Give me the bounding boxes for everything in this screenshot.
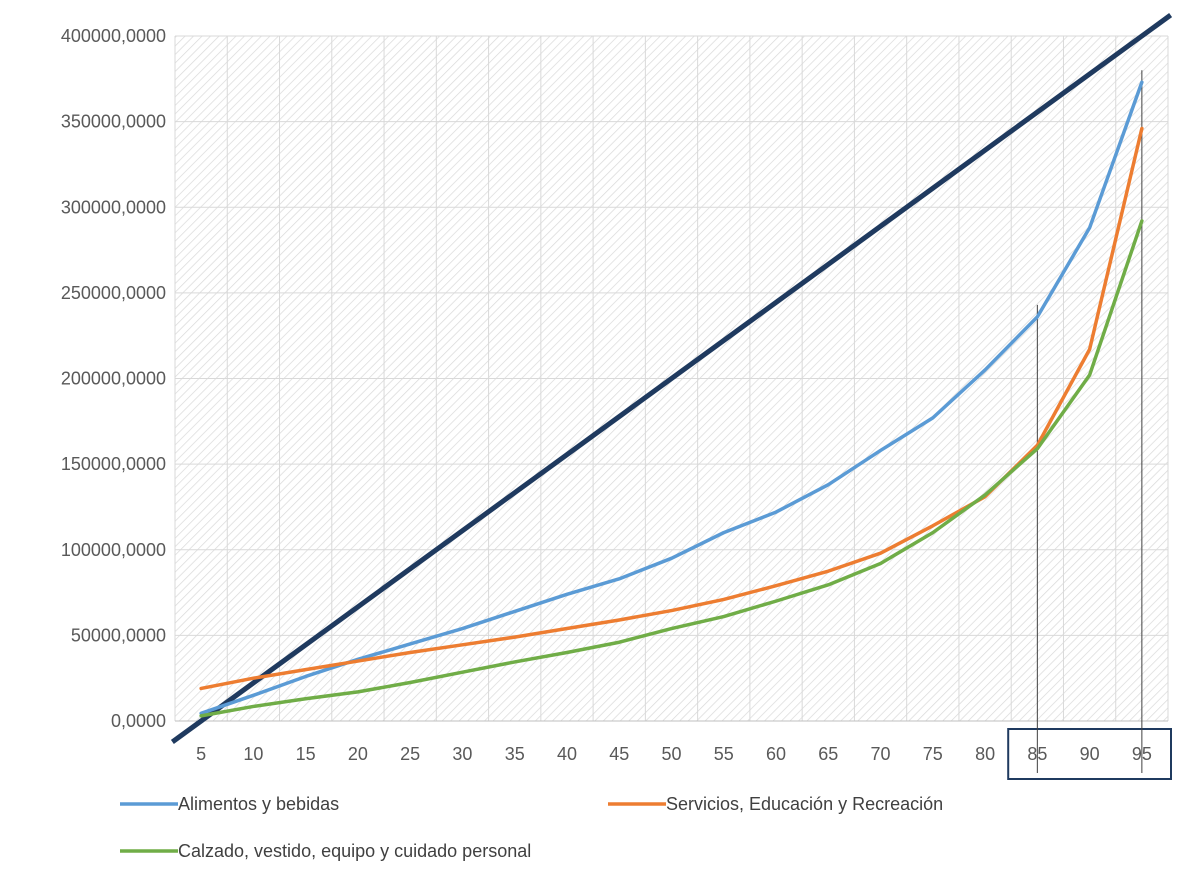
y-axis: 0,0000 50000,0000 100000,0000 150000,0000 20…	[61, 26, 1168, 731]
highlight-box-rect	[1007, 728, 1172, 780]
y-tick-label: 200000,0000	[61, 369, 166, 389]
y-tick-label: 300000,0000	[61, 197, 166, 217]
y-tick-label: 400000,0000	[61, 26, 166, 46]
y-tick-label: 150000,0000	[61, 454, 166, 474]
x-tick-label: 10	[243, 744, 263, 764]
x-tick-label: 90	[1080, 744, 1100, 764]
x-tick-label: 45	[609, 744, 629, 764]
legend: Alimentos y bebidas Servicios, Educación …	[120, 794, 943, 861]
x-tick-label: 65	[818, 744, 838, 764]
legend-label: Servicios, Educación y Recreación	[666, 794, 943, 814]
series-line-3	[199, 219, 1144, 718]
highlight-box	[1007, 728, 1172, 780]
x-tick-label: 25	[400, 744, 420, 764]
legend-label: Alimentos y bebidas	[178, 794, 339, 814]
y-tick-label: 0,0000	[111, 711, 166, 731]
x-tick-label: 15	[296, 744, 316, 764]
x-tick-label: 30	[452, 744, 472, 764]
x-tick-label: 35	[505, 744, 525, 764]
y-tick-label: 250000,0000	[61, 283, 166, 303]
x-tick-label: 60	[766, 744, 786, 764]
y-tick-label: 350000,0000	[61, 112, 166, 132]
x-tick-label: 40	[557, 744, 577, 764]
y-tick-label: 100000,0000	[61, 540, 166, 560]
legend-label: Calzado, vestido, equipo y cuidado perso…	[178, 841, 531, 861]
gridlines	[174, 35, 1169, 722]
x-tick-label: 50	[661, 744, 681, 764]
series-lines	[170, 13, 1173, 773]
reference-line	[170, 13, 1173, 744]
y-tick-label: 50000,0000	[71, 625, 166, 645]
x-tick-label: 5	[196, 744, 206, 764]
x-tick-label: 75	[923, 744, 943, 764]
x-tick-label: 70	[871, 744, 891, 764]
x-tick-label: 80	[975, 744, 995, 764]
x-tick-label: 20	[348, 744, 368, 764]
x-tick-label: 55	[714, 744, 734, 764]
